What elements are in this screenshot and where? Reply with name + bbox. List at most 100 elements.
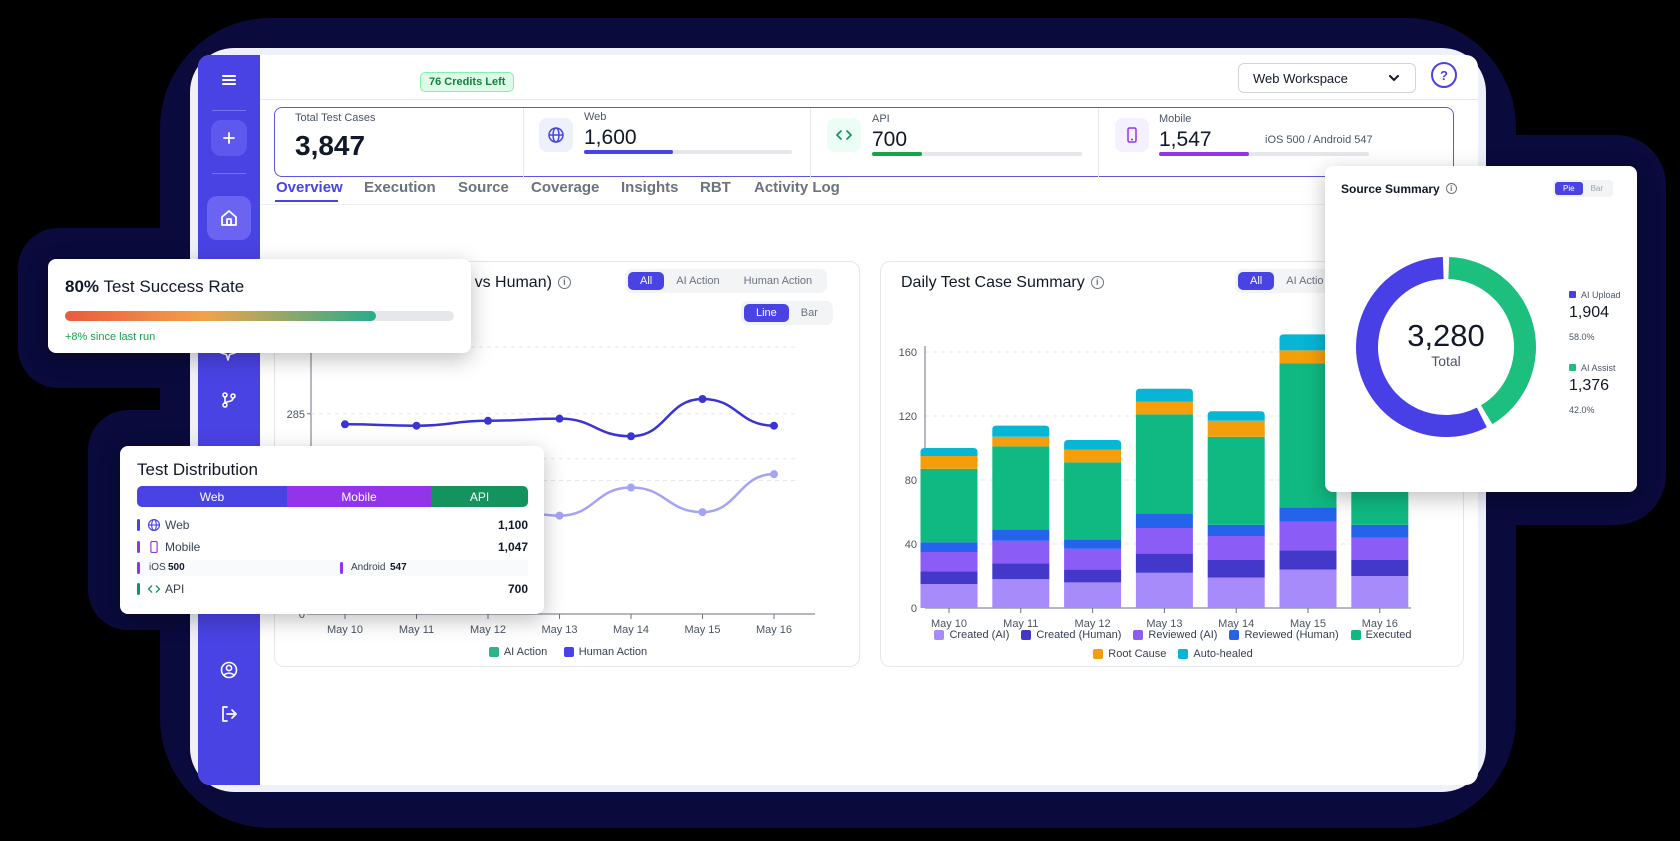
filter-human-action[interactable]: Human Action (743, 275, 813, 287)
x-tick-label: May 10 (327, 624, 363, 636)
filter-ai-action[interactable]: AI Actio (1286, 275, 1324, 287)
tab-insights[interactable]: Insights (621, 179, 679, 196)
bar-segment (992, 446, 1050, 530)
x-tick-label: May 14 (1218, 618, 1254, 630)
user-icon[interactable] (207, 648, 251, 692)
mobile-breakdown: iOS 500 / Android 547 (1265, 134, 1373, 146)
toggle-bar[interactable]: Bar (1590, 184, 1604, 193)
bar-legend: Created (AI) Created (Human) Reviewed (AI)… (901, 626, 1445, 664)
filter-all[interactable]: All (628, 272, 665, 290)
branch-icon[interactable] (207, 378, 251, 422)
bar-segment (920, 542, 978, 552)
bar-segment (920, 468, 978, 543)
info-icon[interactable]: i (1445, 183, 1457, 194)
test-distribution-card: Test Distribution Web Mobile API Web 1,1… (120, 446, 544, 614)
bar-segment (1064, 548, 1122, 570)
info-icon[interactable]: i (557, 275, 571, 289)
tab-execution[interactable]: Execution (364, 179, 436, 196)
ios-label: iOS (149, 562, 166, 573)
bar-segment (1279, 550, 1337, 570)
bar-chart: 0 40 80 120 160 May 10 May 11 May 12 May 13 May 1… (899, 334, 1411, 630)
code-icon (147, 585, 161, 593)
bar-segment (1207, 420, 1265, 437)
bar-segment (1279, 334, 1337, 351)
view-line[interactable]: Line (744, 304, 789, 322)
distribution-row-mobile: Mobile 1,047 (137, 539, 528, 555)
tab-coverage[interactable]: Coverage (531, 179, 600, 196)
bar-segment (920, 448, 978, 456)
bar-chart-title: Daily Test Case Summary i (901, 274, 1104, 292)
success-rate-card: 80% Test Success Rate +8% since last run (48, 259, 471, 353)
mobile-progress (1159, 152, 1369, 156)
data-point (341, 420, 349, 429)
chevron-down-icon (1389, 75, 1399, 82)
y-tick-label: 120 (899, 411, 917, 423)
data-point (698, 394, 707, 403)
x-tick-label: May 13 (541, 624, 577, 636)
sidebar-divider (212, 110, 246, 111)
api-progress (872, 152, 1082, 156)
home-icon[interactable] (207, 196, 251, 240)
line-filter-toggle: All AI Action Human Action (625, 269, 828, 293)
tab-rbt[interactable]: RBT (700, 179, 731, 196)
logout-icon[interactable] (207, 692, 251, 736)
bar-segment (1207, 577, 1265, 608)
api-label: API (872, 113, 890, 125)
data-point (627, 432, 635, 441)
bar-segment (920, 552, 978, 572)
data-point (770, 421, 778, 430)
bar-segment (1064, 462, 1122, 540)
view-bar[interactable]: Bar (800, 307, 818, 319)
add-icon[interactable] (211, 120, 247, 156)
web-label: Web (584, 111, 607, 123)
stat-divider (523, 108, 524, 178)
bar-segment (992, 540, 1050, 564)
line-legend: AI Action Human Action (275, 644, 861, 662)
distribution-row-web: Web 1,100 (137, 517, 528, 533)
source-view-toggle: Pie Bar (1553, 180, 1614, 197)
bar-segment (1064, 569, 1122, 583)
api-count: 700 (507, 582, 528, 596)
bar-segment (1135, 572, 1193, 608)
total-value: 3,847 (295, 130, 366, 161)
bar-segment (1135, 414, 1193, 514)
info-icon[interactable]: i (1090, 275, 1104, 289)
total-label: Total Test Cases (295, 112, 376, 124)
api-value: 700 (872, 128, 908, 151)
ai-assist-pct: 42.0% (1569, 405, 1595, 415)
distribution-mobile-segment: Mobile (287, 486, 431, 507)
web-label: Web (165, 518, 190, 532)
workspace-select[interactable]: Web Workspace (1238, 63, 1416, 93)
bar-segment (1351, 524, 1409, 538)
x-tick-label: May 16 (1362, 618, 1398, 630)
mobile-label: Mobile (165, 540, 201, 554)
bar-segment (1279, 521, 1337, 551)
toggle-pie[interactable]: Pie (1555, 182, 1583, 195)
help-icon[interactable]: ? (1431, 62, 1457, 88)
distribution-title: Test Distribution (137, 460, 258, 479)
legend-item: Reviewed (AI) (1133, 626, 1217, 644)
stats-card: Total Test Cases 3,847 Web 1,600 API 700… (274, 107, 1454, 178)
data-point (555, 414, 564, 423)
data-point (484, 416, 492, 425)
filter-all[interactable]: All (1238, 272, 1275, 290)
filter-ai-action[interactable]: AI Action (676, 275, 720, 287)
y-tick-label: 80 (905, 475, 917, 487)
bar-segment (1351, 560, 1409, 576)
x-tick-label: May 15 (684, 624, 720, 636)
tab-activity-log[interactable]: Activity Log (754, 179, 840, 196)
tab-source[interactable]: Source (458, 179, 509, 196)
success-percent: 80% (65, 277, 100, 296)
menu-icon[interactable] (207, 58, 251, 102)
ai-upload-value: 1,904 (1569, 304, 1610, 321)
legend-ai-upload: AI Upload (1569, 285, 1621, 303)
x-tick-label: May 10 (931, 618, 967, 630)
distribution-api-segment: API (431, 486, 528, 507)
credits-badge: 76 Credits Left (420, 72, 515, 92)
android-count: 547 (390, 562, 407, 573)
success-track (65, 311, 454, 321)
mobile-icon (1115, 118, 1149, 152)
bar-segment (1351, 537, 1409, 560)
tab-overview[interactable]: Overview (276, 179, 343, 196)
